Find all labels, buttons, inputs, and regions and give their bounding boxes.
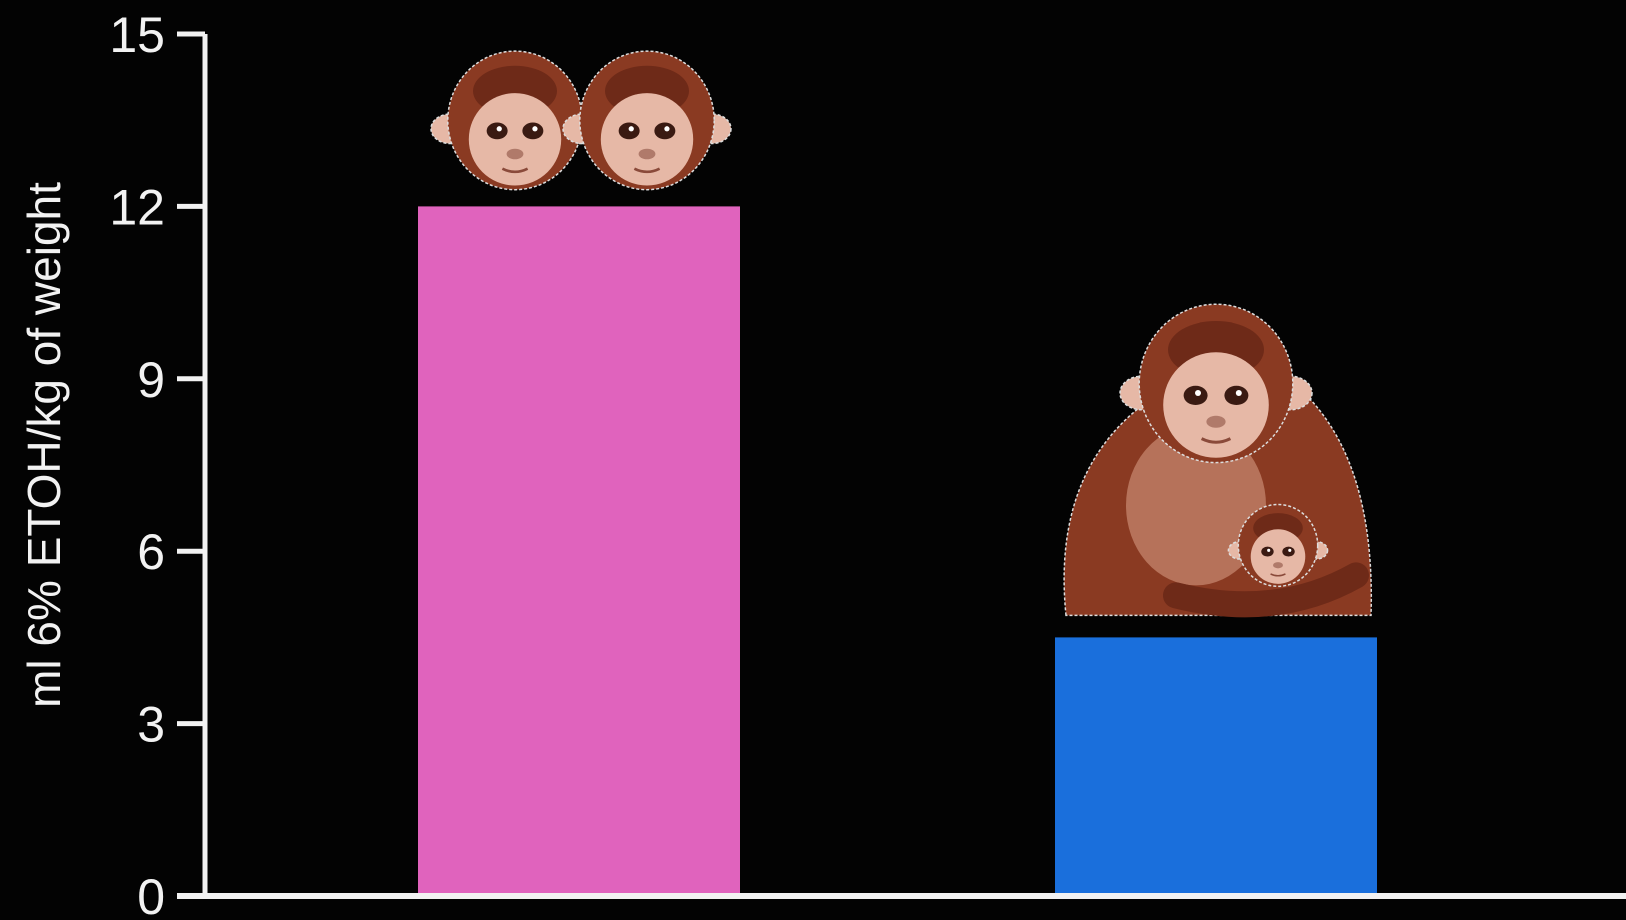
y-tick-label: 0 xyxy=(137,869,165,920)
monkey-mother-infant-icon xyxy=(1063,303,1373,618)
y-tick-label: 9 xyxy=(137,352,165,408)
y-tick-label: 6 xyxy=(137,524,165,580)
bar-2 xyxy=(1055,637,1377,896)
y-tick-label: 12 xyxy=(109,179,165,235)
bar-icons xyxy=(430,50,1373,618)
bars xyxy=(418,206,1377,896)
y-axis-title: ml 6% ETOH/kg of weight xyxy=(18,182,70,708)
bar-1 xyxy=(418,206,740,896)
y-tick-label: 3 xyxy=(137,697,165,753)
monkey-pair-icon xyxy=(430,50,732,191)
y-ticks: 0 3 6 9 12 15 xyxy=(109,7,205,920)
axes xyxy=(177,34,1626,899)
y-tick-label: 15 xyxy=(109,7,165,63)
